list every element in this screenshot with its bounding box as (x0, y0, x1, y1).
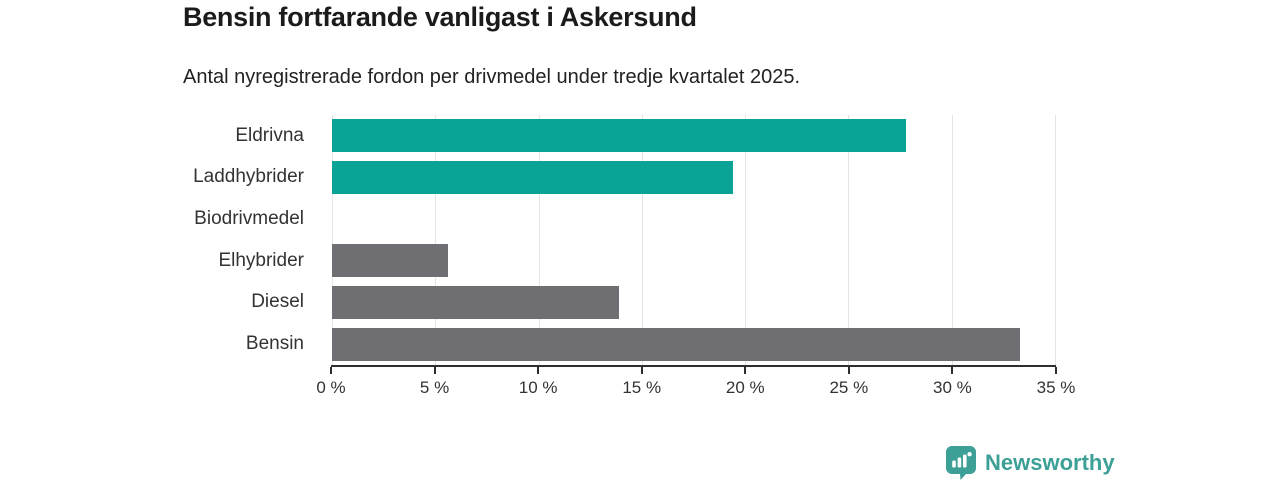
x-tick-label-0: 0 % (316, 378, 346, 397)
bar-diesel (332, 286, 620, 319)
chart-subtitle: Antal nyregistrerade fordon per drivmede… (183, 66, 801, 88)
chart-title: Bensin fortfarande vanligast i Askersund (183, 2, 697, 32)
x-tick-0 (330, 367, 332, 374)
category-label-diesel: Diesel (251, 291, 304, 313)
x-tick-10 (537, 367, 540, 374)
x-tick-30 (951, 367, 954, 374)
gridline-35 (1055, 115, 1056, 365)
bar-elhybrider (332, 244, 448, 278)
gridline-15 (641, 115, 643, 365)
x-tick-label-10: 10 % (518, 378, 558, 397)
category-label-laddhybrider: Laddhybrider (193, 166, 304, 188)
x-tick-15 (640, 367, 643, 374)
category-label-bensin: Bensin (245, 333, 304, 355)
newsworthy-branding: Newsworthy (946, 446, 1115, 480)
gridline-25 (848, 115, 850, 365)
x-tick-label-5: 5 % (419, 378, 450, 397)
x-tick-label-25: 25 % (829, 378, 869, 397)
category-label-eldrivna: Eldrivna (235, 124, 304, 146)
x-tick-35 (1055, 367, 1057, 374)
bar-laddhybrider (332, 161, 733, 194)
newsworthy-logo-text: Newsworthy (985, 450, 1115, 475)
x-tick-label-20: 20 % (725, 378, 765, 397)
bar-bensin (332, 327, 1020, 361)
gridline-30 (951, 115, 953, 365)
gridline-5 (435, 115, 437, 365)
x-tick-20 (744, 367, 747, 374)
gridline-0 (332, 115, 333, 365)
x-tick-5 (433, 367, 436, 374)
gridline-10 (538, 115, 540, 365)
gridline-20 (745, 115, 747, 365)
y-axis-category-labels: Eldrivna Laddhybrider Biodrivmedel Elhybrid… (0, 115, 318, 365)
bar-eldrivna (332, 119, 907, 153)
x-axis: 0 % 5 % 10 % 15 % 20 % 25 % 30 % 35 % (316, 365, 1075, 405)
category-label-elhybrider: Elhybrider (218, 249, 304, 271)
newsworthy-pin-chart-icon (946, 446, 976, 480)
x-tick-label-30: 30 % (933, 378, 972, 397)
x-tick-label-15: 15 % (622, 378, 662, 397)
x-tick-25 (847, 367, 850, 374)
x-tick-label-35: 35 % (1036, 378, 1076, 397)
plot-area (332, 115, 1056, 365)
category-label-biodrivmedel: Biodrivmedel (194, 208, 304, 230)
